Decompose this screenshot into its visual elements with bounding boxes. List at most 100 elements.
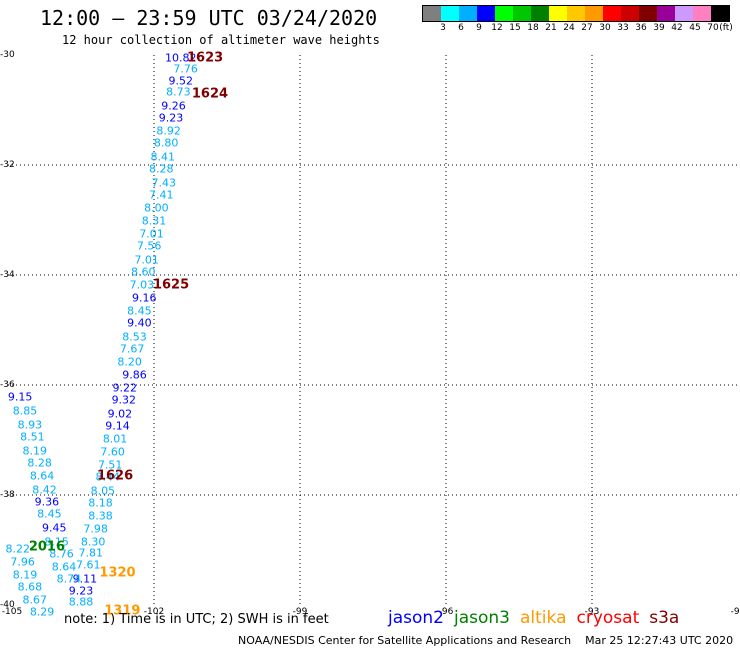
legend-label: 12 [491, 23, 503, 33]
legend-swatch [639, 6, 657, 21]
legend-swatch [495, 6, 513, 21]
wave-height-value: 8.60 [131, 265, 156, 279]
legend-swatch [675, 6, 693, 21]
legend-label: 18 [527, 23, 539, 33]
footer: NOAA/NESDIS Center for Satellite Applica… [238, 634, 733, 647]
wave-height-map: -105 -102 -99 -96 -93 -90 -30 -32 -34 -36 -38 -40 10… [0, 50, 740, 617]
lat-tick-label: -36 [0, 380, 15, 390]
legend-swatch [549, 6, 567, 21]
wave-height-value: 8.01 [102, 432, 128, 446]
wave-height-value: 9.02 [107, 407, 133, 421]
wave-height-value: 7.43 [151, 176, 176, 190]
footer-source: NOAA/NESDIS Center for Satellite Applica… [238, 634, 572, 647]
wave-height-value: 9.23 [68, 584, 94, 598]
lon-tick-label: -99 [292, 607, 308, 617]
legend-label: 15 [509, 23, 521, 33]
legend-swatch [459, 6, 477, 21]
wave-height-value: 8.80 [153, 136, 179, 150]
wave-height-value: 8.20 [117, 355, 142, 369]
legend-label: 36 [635, 23, 647, 33]
wave-height-value: 9.86 [122, 368, 147, 382]
satellite-s3a: s3a [649, 608, 680, 628]
map-subtitle: 12 hour collection of altimeter wave hei… [62, 33, 380, 47]
wave-height-value: 8.64 [51, 560, 77, 573]
wave-height-value: 8.18 [88, 496, 113, 510]
wave-height-value: 9.26 [161, 99, 186, 113]
wave-height-value: 9.22 [112, 381, 138, 395]
wave-height-value: 7.96 [10, 555, 35, 569]
legend-label: 6 [458, 23, 464, 33]
wave-height-value: 8.74 [56, 572, 82, 586]
legend-swatch [585, 6, 603, 21]
legend-swatch [621, 6, 639, 21]
lon-tick-label: -90 [730, 607, 740, 617]
legend-label: 24 [563, 23, 575, 33]
lat-tick-label: -30 [0, 50, 15, 60]
legend-label: 9 [476, 23, 482, 33]
legend-swatch [603, 6, 621, 21]
satellite-jason3: jason3 [454, 608, 510, 628]
wave-height-value: 7.81 [78, 546, 103, 560]
pass-time-label: 1320 [99, 565, 136, 581]
wave-height-value: 8.85 [12, 404, 38, 418]
wave-height-value: 7.01 [134, 253, 159, 267]
legend-swatch [423, 6, 441, 21]
legend-swatch [477, 6, 495, 21]
wave-height-value: 7.41 [149, 188, 174, 202]
wave-height-value: 9.11 [72, 572, 98, 586]
wave-height-value: 7.60 [100, 445, 125, 459]
wave-height-value: 8.00 [144, 201, 169, 215]
legend-swatch [441, 6, 459, 21]
wave-height-value: 9.14 [105, 419, 130, 433]
wave-height-value: 8.22 [5, 542, 30, 556]
wave-height-value: 8.68 [17, 580, 43, 594]
wave-height-value: 7.76 [173, 62, 198, 76]
legend-swatch [711, 6, 729, 21]
wave-height-value: 8.31 [141, 214, 167, 228]
legend-label: 33 [617, 23, 629, 33]
wave-height-value: 7.67 [119, 342, 145, 356]
lat-tick-label: -32 [0, 160, 15, 170]
wave-height-value: 7.98 [83, 522, 108, 536]
pass-time-label: 1624 [191, 86, 229, 101]
wave-height-value: 8.19 [12, 568, 38, 582]
wave-height-value: 7.56 [136, 239, 162, 253]
lon-tick-label: -96 [438, 607, 454, 617]
pass-time-label: 2016 [28, 539, 66, 555]
legend-label: 3 [440, 23, 446, 33]
wave-height-value: 8.76 [49, 547, 74, 561]
wave-height-value: 9.23 [158, 111, 184, 125]
wave-height-value: 9.40 [127, 316, 152, 330]
wave-height-value: 8.05 [90, 484, 116, 498]
wave-height-value: 8.67 [22, 593, 48, 606]
wave-height-value: 7.03 [129, 278, 155, 292]
wave-height-value: 9.52 [168, 74, 194, 88]
lat-tick-label: -38 [0, 490, 15, 500]
legend-label: 45 [689, 23, 701, 33]
lon-tick-label: -105 [1, 607, 23, 617]
satellite-altika: altika [520, 608, 567, 628]
legend-label: 42 [671, 23, 683, 33]
legend-swatch [693, 6, 711, 21]
wave-height-value: 8.28 [27, 456, 52, 470]
wave-height-value: 9.15 [7, 390, 33, 404]
wave-height-value: 8.92 [156, 124, 181, 138]
footer-timestamp: Mar 25 12:27:43 UTC 2020 [585, 634, 734, 647]
lon-tick-label: -93 [584, 607, 600, 617]
wave-height-value: 9.32 [111, 393, 137, 407]
legend-label: 70 [707, 23, 719, 33]
wave-height-value: 7.01 [139, 227, 164, 241]
wave-height-value: 7.61 [76, 558, 101, 572]
legend-label: 27 [581, 23, 593, 33]
wave-height-value: 8.64 [29, 469, 55, 483]
legend-label: 30 [599, 23, 611, 33]
wave-height-value: 9.36 [34, 495, 60, 509]
pass-time-label: 1625 [152, 277, 190, 293]
pass-time-label: 1623 [187, 50, 224, 66]
legend-label: 21 [545, 23, 557, 33]
wave-height-value: 7.51 [97, 458, 123, 472]
wave-height-value: 8.15 [44, 535, 69, 549]
wave-height-value: 8.19 [22, 444, 48, 458]
map-grid [8, 55, 738, 605]
wave-height-value: 8.29 [29, 605, 55, 619]
